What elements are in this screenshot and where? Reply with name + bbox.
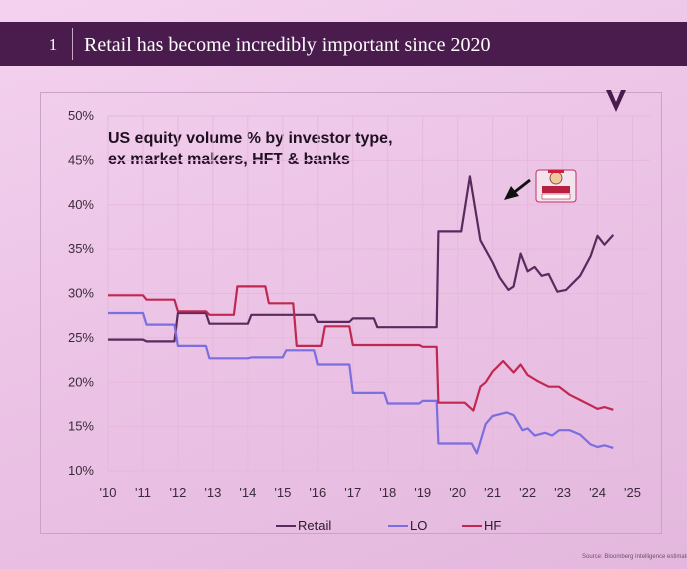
- x-tick-label: '17: [344, 485, 361, 500]
- chart-title-line-2: ex market makers, HFT & banks: [108, 151, 350, 168]
- legend-label-hf: HF: [484, 518, 501, 533]
- series-line-retail: [108, 175, 615, 343]
- legend-label-retail: Retail: [298, 518, 331, 533]
- legend: Retail LO HF: [276, 518, 501, 533]
- arrow-icon: [504, 178, 531, 200]
- y-tick-label: 15%: [68, 419, 94, 434]
- annotations: [504, 169, 577, 203]
- y-axis: 10% 15% 20% 25% 30% 35% 40% 45% 50%: [68, 108, 94, 478]
- slide-title: Retail has become incredibly important s…: [84, 34, 491, 56]
- chart-frame: [40, 92, 662, 534]
- y-tick-label: 40%: [68, 197, 94, 212]
- x-tick-label: '12: [169, 485, 186, 500]
- series-line-hf: [108, 285, 614, 412]
- series: [108, 175, 615, 455]
- section-number: 1: [48, 35, 58, 54]
- wallstreetbets-sticker-icon: [535, 169, 577, 203]
- y-tick-label: 35%: [68, 241, 94, 256]
- chart-title: US equity volume % by investor type, ex …: [108, 128, 438, 170]
- y-tick-label: 20%: [68, 374, 94, 389]
- y-tick-label: 50%: [68, 108, 94, 123]
- y-tick-label: 45%: [68, 152, 94, 167]
- grid: [107, 115, 650, 472]
- header-bar: [0, 22, 687, 66]
- x-tick-label: '25: [624, 485, 641, 500]
- legend-label-lo: LO: [410, 518, 427, 533]
- v-logo-icon: [606, 90, 626, 112]
- y-tick-label: 25%: [68, 330, 94, 345]
- x-tick-label: '18: [379, 485, 396, 500]
- x-tick-label: '15: [274, 485, 291, 500]
- x-tick-label: '22: [519, 485, 536, 500]
- x-tick-label: '21: [484, 485, 501, 500]
- x-tick-label: '20: [449, 485, 466, 500]
- y-tick-label: 30%: [68, 286, 94, 301]
- x-tick-label: '13: [204, 485, 221, 500]
- x-tick-label: '11: [135, 485, 151, 500]
- x-tick-label: '10: [100, 485, 117, 500]
- chart-title-line-1: US equity volume % by investor type,: [108, 130, 393, 147]
- x-tick-label: '14: [239, 485, 256, 500]
- source-note: Source: Bloomberg Intelligence estimates…: [582, 554, 687, 560]
- header-divider: [72, 28, 73, 60]
- y-tick-label: 10%: [68, 463, 94, 478]
- x-axis: '10 '11 '12 '13 '14 '15 '16 '17 '18 '19 '20 '21 '22 '…: [100, 485, 641, 500]
- x-tick-label: '23: [554, 485, 571, 500]
- x-tick-label: '24: [589, 485, 606, 500]
- x-tick-label: '16: [309, 485, 326, 500]
- series-line-lo: [108, 311, 614, 455]
- x-tick-label: '19: [414, 485, 431, 500]
